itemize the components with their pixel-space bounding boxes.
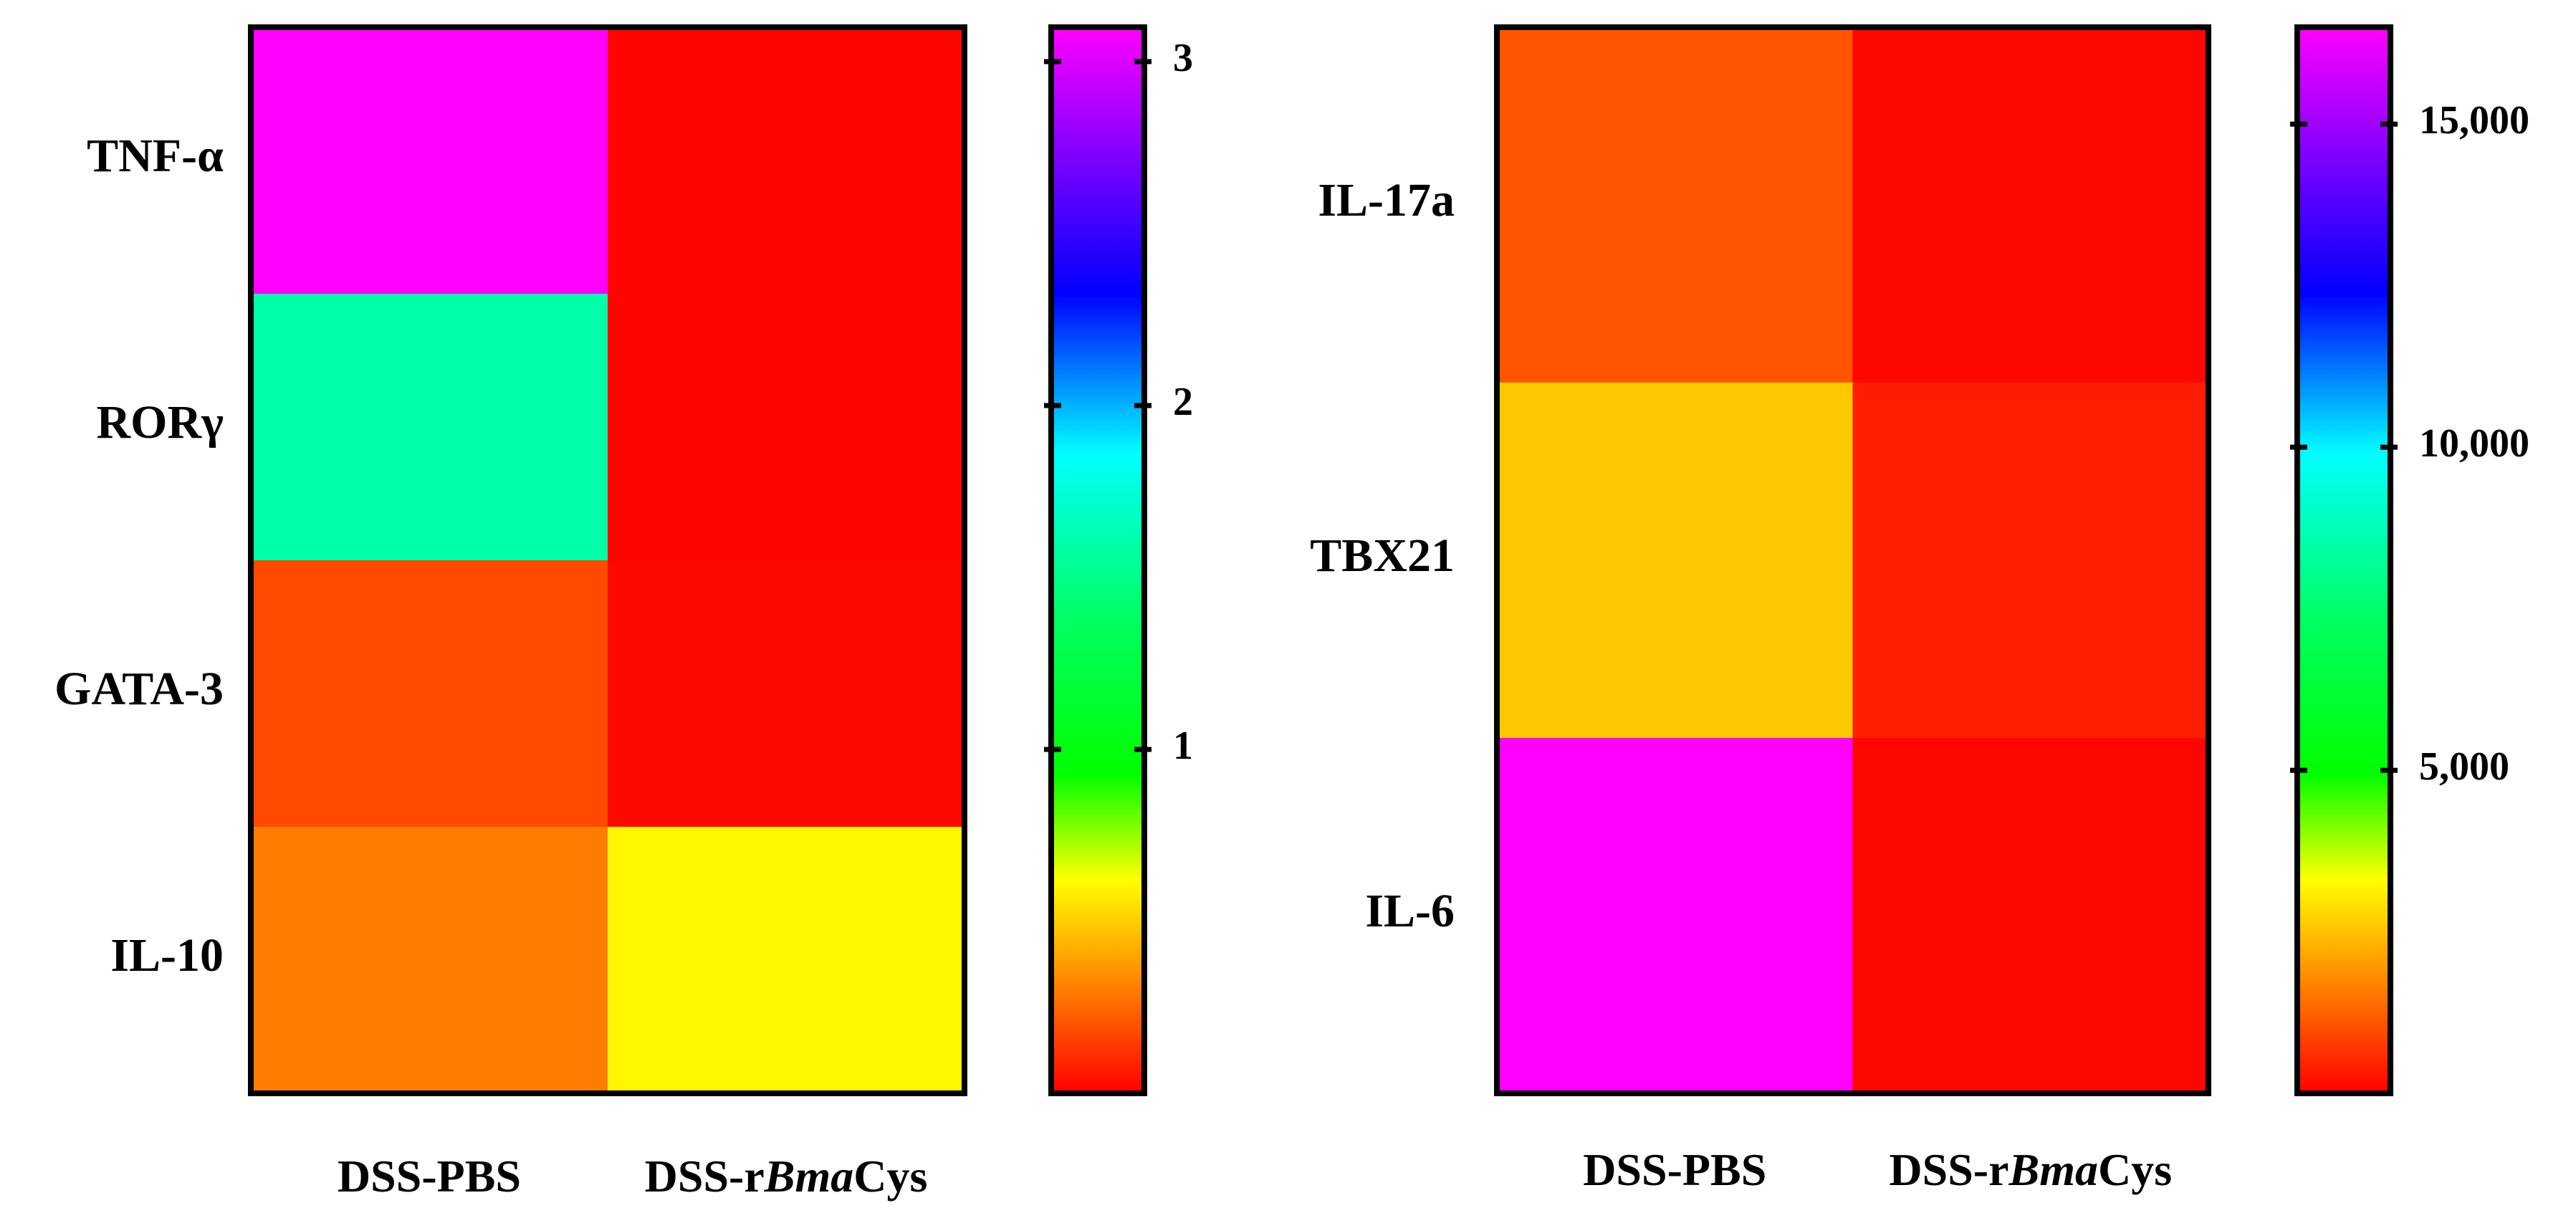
- heatmap-cell-0-1-0: [251, 294, 608, 561]
- heatmap-frame: [1494, 24, 2211, 1096]
- column-label: DSS-rBmaCys: [645, 1151, 928, 1202]
- heatmap-cell-1-1-1: [1852, 383, 2209, 739]
- heatmap-cell-1-2-0: [1497, 738, 1853, 1094]
- colorbar-gradient: [2297, 27, 2390, 1093]
- heatmap-cell-0-2-1: [608, 560, 965, 828]
- colorbar-frame: [2294, 24, 2393, 1096]
- heatmap-cell-0-2-0: [251, 560, 608, 828]
- column-label-part: DSS-r: [1889, 1144, 2008, 1195]
- column-label-part: DSS-r: [645, 1151, 765, 1202]
- heatmap-frame: [248, 24, 967, 1096]
- row-label: GATA-3: [54, 663, 224, 715]
- column-label-part: Cys: [853, 1151, 927, 1202]
- row-label: TBX21: [1310, 529, 1455, 582]
- heatmap-cell-0-0-1: [608, 27, 965, 294]
- column-label-part: DSS-PBS: [337, 1151, 521, 1202]
- column-label-part: DSS-PBS: [1583, 1144, 1766, 1195]
- colorbar-tick-label: 3: [1173, 36, 1193, 80]
- row-label: IL-6: [1365, 885, 1455, 937]
- heatmap-cell-1-1-0: [1497, 383, 1853, 739]
- row-label: IL-17a: [1318, 174, 1455, 226]
- column-label-part: Cys: [2098, 1144, 2172, 1195]
- colorbar-frame: [1048, 24, 1147, 1096]
- column-label: DSS-PBS: [1583, 1144, 1766, 1195]
- colorbar-tick-label: 5,000: [2419, 744, 2509, 789]
- heatmap-cell-0-0-0: [251, 27, 608, 294]
- colorbar-gradient: [1051, 27, 1144, 1093]
- colorbar-tick-label: 1: [1173, 724, 1193, 768]
- colorbar-tick-label: 10,000: [2419, 421, 2529, 466]
- column-label-part: Bma: [2008, 1144, 2098, 1195]
- heatmap-panel-left: TNF-α RORγ GATA-3 IL-10 DSS-PBS DSS-rBmaCys 1 2…: [54, 24, 1193, 1202]
- colorbar-tick-label: 2: [1173, 380, 1193, 424]
- column-label: DSS-rBmaCys: [1889, 1144, 2172, 1195]
- heatmap-panel-right: IL-17a TBX21 IL-6 DSS-PBS DSS-rBmaCys 5,000 10…: [1310, 24, 2529, 1195]
- heatmap-cell-0-3-0: [251, 827, 608, 1094]
- row-label: IL-10: [110, 929, 224, 982]
- column-label-part: Bma: [764, 1151, 853, 1202]
- column-label: DSS-PBS: [337, 1151, 521, 1202]
- heatmap-cell-1-2-1: [1852, 738, 2209, 1094]
- row-label: RORγ: [96, 396, 224, 449]
- heatmap-cell-1-0-1: [1852, 27, 2209, 383]
- heatmap-cell-1-0-0: [1497, 27, 1853, 383]
- colorbar-tick-label: 15,000: [2419, 98, 2529, 143]
- heatmap-cell-0-3-1: [608, 827, 965, 1094]
- row-label: TNF-α: [87, 130, 224, 182]
- heatmap-cell-0-1-1: [608, 294, 965, 561]
